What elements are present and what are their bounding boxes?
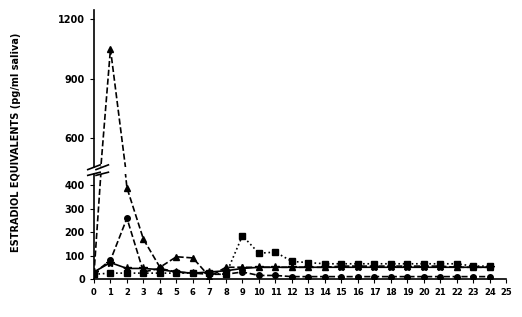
Text: ESTRADIOL EQUIVALENTS (pg/ml saliva): ESTRADIOL EQUIVALENTS (pg/ml saliva) bbox=[10, 33, 21, 252]
